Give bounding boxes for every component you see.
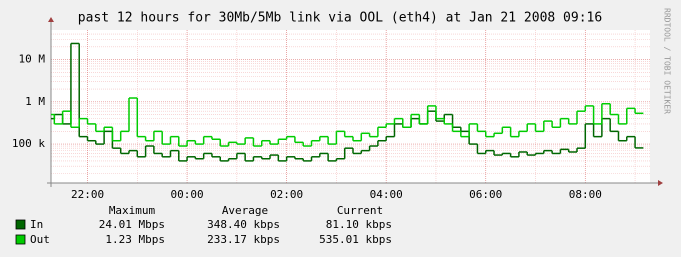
- side-text: RRDTOOL / TOBI OETIKER: [663, 8, 672, 114]
- x-tick-label: 06:00: [469, 188, 502, 201]
- stats-value: 1.23 Mbps: [105, 233, 165, 246]
- y-axis-arrow: [48, 17, 54, 22]
- x-tick-label: 22:00: [71, 188, 104, 201]
- legend-label: In: [30, 218, 43, 231]
- x-axis-arrow: [658, 180, 663, 186]
- stats-header: Maximum: [109, 204, 156, 217]
- chart-title: past 12 hours for 30Mb/5Mb link via OOL …: [78, 11, 602, 26]
- legend-swatch: [15, 234, 26, 245]
- stats-value: 24.01 Mbps: [99, 218, 165, 231]
- x-tick-label: 00:00: [171, 188, 204, 201]
- stats-value: 535.01 kbps: [319, 233, 392, 246]
- legend-swatch: [15, 219, 26, 230]
- legend-label: Out: [30, 233, 50, 246]
- x-tick-label: 08:00: [569, 188, 602, 201]
- y-tick-label: 1 M: [25, 95, 45, 108]
- y-tick-label: 100 k: [12, 137, 45, 150]
- y-tick-label: 10 M: [19, 53, 46, 66]
- stats-value: 233.17 kbps: [207, 233, 280, 246]
- plot-area: [51, 30, 650, 183]
- stats-value: 348.40 kbps: [207, 218, 280, 231]
- x-tick-label: 04:00: [370, 188, 403, 201]
- stats-header: Average: [222, 204, 268, 217]
- stats-header: Current: [337, 204, 383, 217]
- x-tick-label: 02:00: [270, 188, 303, 201]
- stats-value: 81.10 kbps: [326, 218, 392, 231]
